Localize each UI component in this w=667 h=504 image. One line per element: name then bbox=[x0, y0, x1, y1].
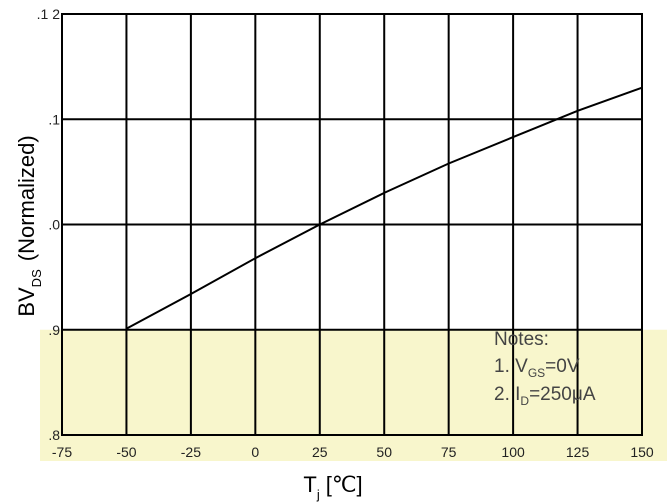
notes-line-1: 1. VGS=0V bbox=[494, 356, 580, 380]
notes-line-2-prefix: 2. I bbox=[494, 384, 520, 405]
x-tick-label: 100 bbox=[501, 444, 525, 460]
notes-box: Notes: 1. VGS=0V 2. ID=250μA bbox=[494, 329, 596, 408]
y-tick-label: .1 2 bbox=[37, 6, 61, 22]
y-tick-label: .8 bbox=[48, 427, 60, 443]
y-tick-labels: .8 .9 .0 .1 .1 2 bbox=[37, 6, 61, 443]
x-axis-title-main: T bbox=[303, 472, 316, 497]
notes-line-1-prefix: 1. V bbox=[494, 356, 528, 377]
x-tick-label: 50 bbox=[376, 444, 392, 460]
x-axis-title: Tj [℃] bbox=[303, 472, 362, 502]
x-axis-title-unit: [℃] bbox=[326, 472, 363, 497]
y-axis-title: BVDS (Normalized) bbox=[14, 135, 44, 316]
notes-line-1-sub: GS bbox=[528, 366, 545, 380]
y-tick-label: .0 bbox=[48, 217, 60, 233]
y-tick-label: .1 bbox=[48, 111, 60, 127]
x-tick-label: -75 bbox=[52, 444, 72, 460]
x-tick-label: 75 bbox=[441, 444, 457, 460]
series-line-bvds bbox=[125, 86, 643, 330]
x-tick-label: 0 bbox=[251, 444, 259, 460]
x-tick-label: -50 bbox=[116, 444, 136, 460]
notes-line-2: 2. ID=250μA bbox=[494, 384, 596, 408]
notes-line-2-suffix: =250μA bbox=[529, 384, 596, 405]
x-tick-label: 125 bbox=[566, 444, 590, 460]
notes-line-2-sub: D bbox=[520, 394, 529, 408]
x-tick-label: -25 bbox=[181, 444, 201, 460]
x-tick-label: 150 bbox=[630, 444, 654, 460]
notes-title: Notes: bbox=[494, 329, 549, 350]
plot-frame bbox=[61, 13, 643, 436]
x-axis-title-sub: j bbox=[316, 487, 320, 502]
y-axis-title-main: BV bbox=[14, 287, 39, 317]
y-tick-label: .9 bbox=[48, 322, 60, 338]
y-axis-title-sub: DS bbox=[29, 269, 44, 287]
x-tick-label: 25 bbox=[312, 444, 328, 460]
x-tick-labels: -75 -50 -25 0 25 50 75 100 125 150 bbox=[52, 444, 654, 460]
y-axis-title-rest: (Normalized) bbox=[14, 135, 39, 261]
highlight-band bbox=[40, 329, 667, 461]
notes-line-1-suffix: =0V bbox=[545, 356, 580, 377]
